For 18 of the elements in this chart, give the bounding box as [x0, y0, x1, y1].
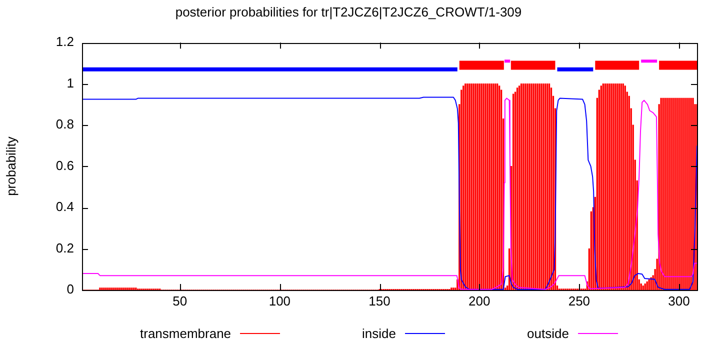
legend-label: inside [362, 326, 396, 341]
y-tick-label: 1 [66, 75, 74, 90]
x-tick-label: 200 [468, 293, 490, 308]
x-tick-label: 250 [568, 293, 590, 308]
y-tick-label: 0.8 [56, 116, 74, 132]
legend-label: transmembrane [140, 326, 232, 341]
y-tick-label: 0.6 [56, 158, 74, 173]
y-tick-label: 1.2 [56, 34, 74, 50]
x-tick-label: 50 [172, 293, 188, 308]
y-tick-label: 0.4 [56, 199, 74, 214]
chart-title: posterior probabilities for tr|T2JCZ6|T2JCZ6_CROWT/1-309 [175, 4, 522, 20]
y-tick-label: 0.2 [56, 240, 74, 256]
x-tick-label: 150 [368, 293, 390, 308]
y-axis-title: probability [3, 136, 18, 196]
legend-label: outside [527, 326, 569, 341]
x-tick-label: 300 [668, 293, 690, 308]
x-tick-label: 100 [268, 293, 291, 308]
y-tick-label: 0 [66, 282, 74, 297]
